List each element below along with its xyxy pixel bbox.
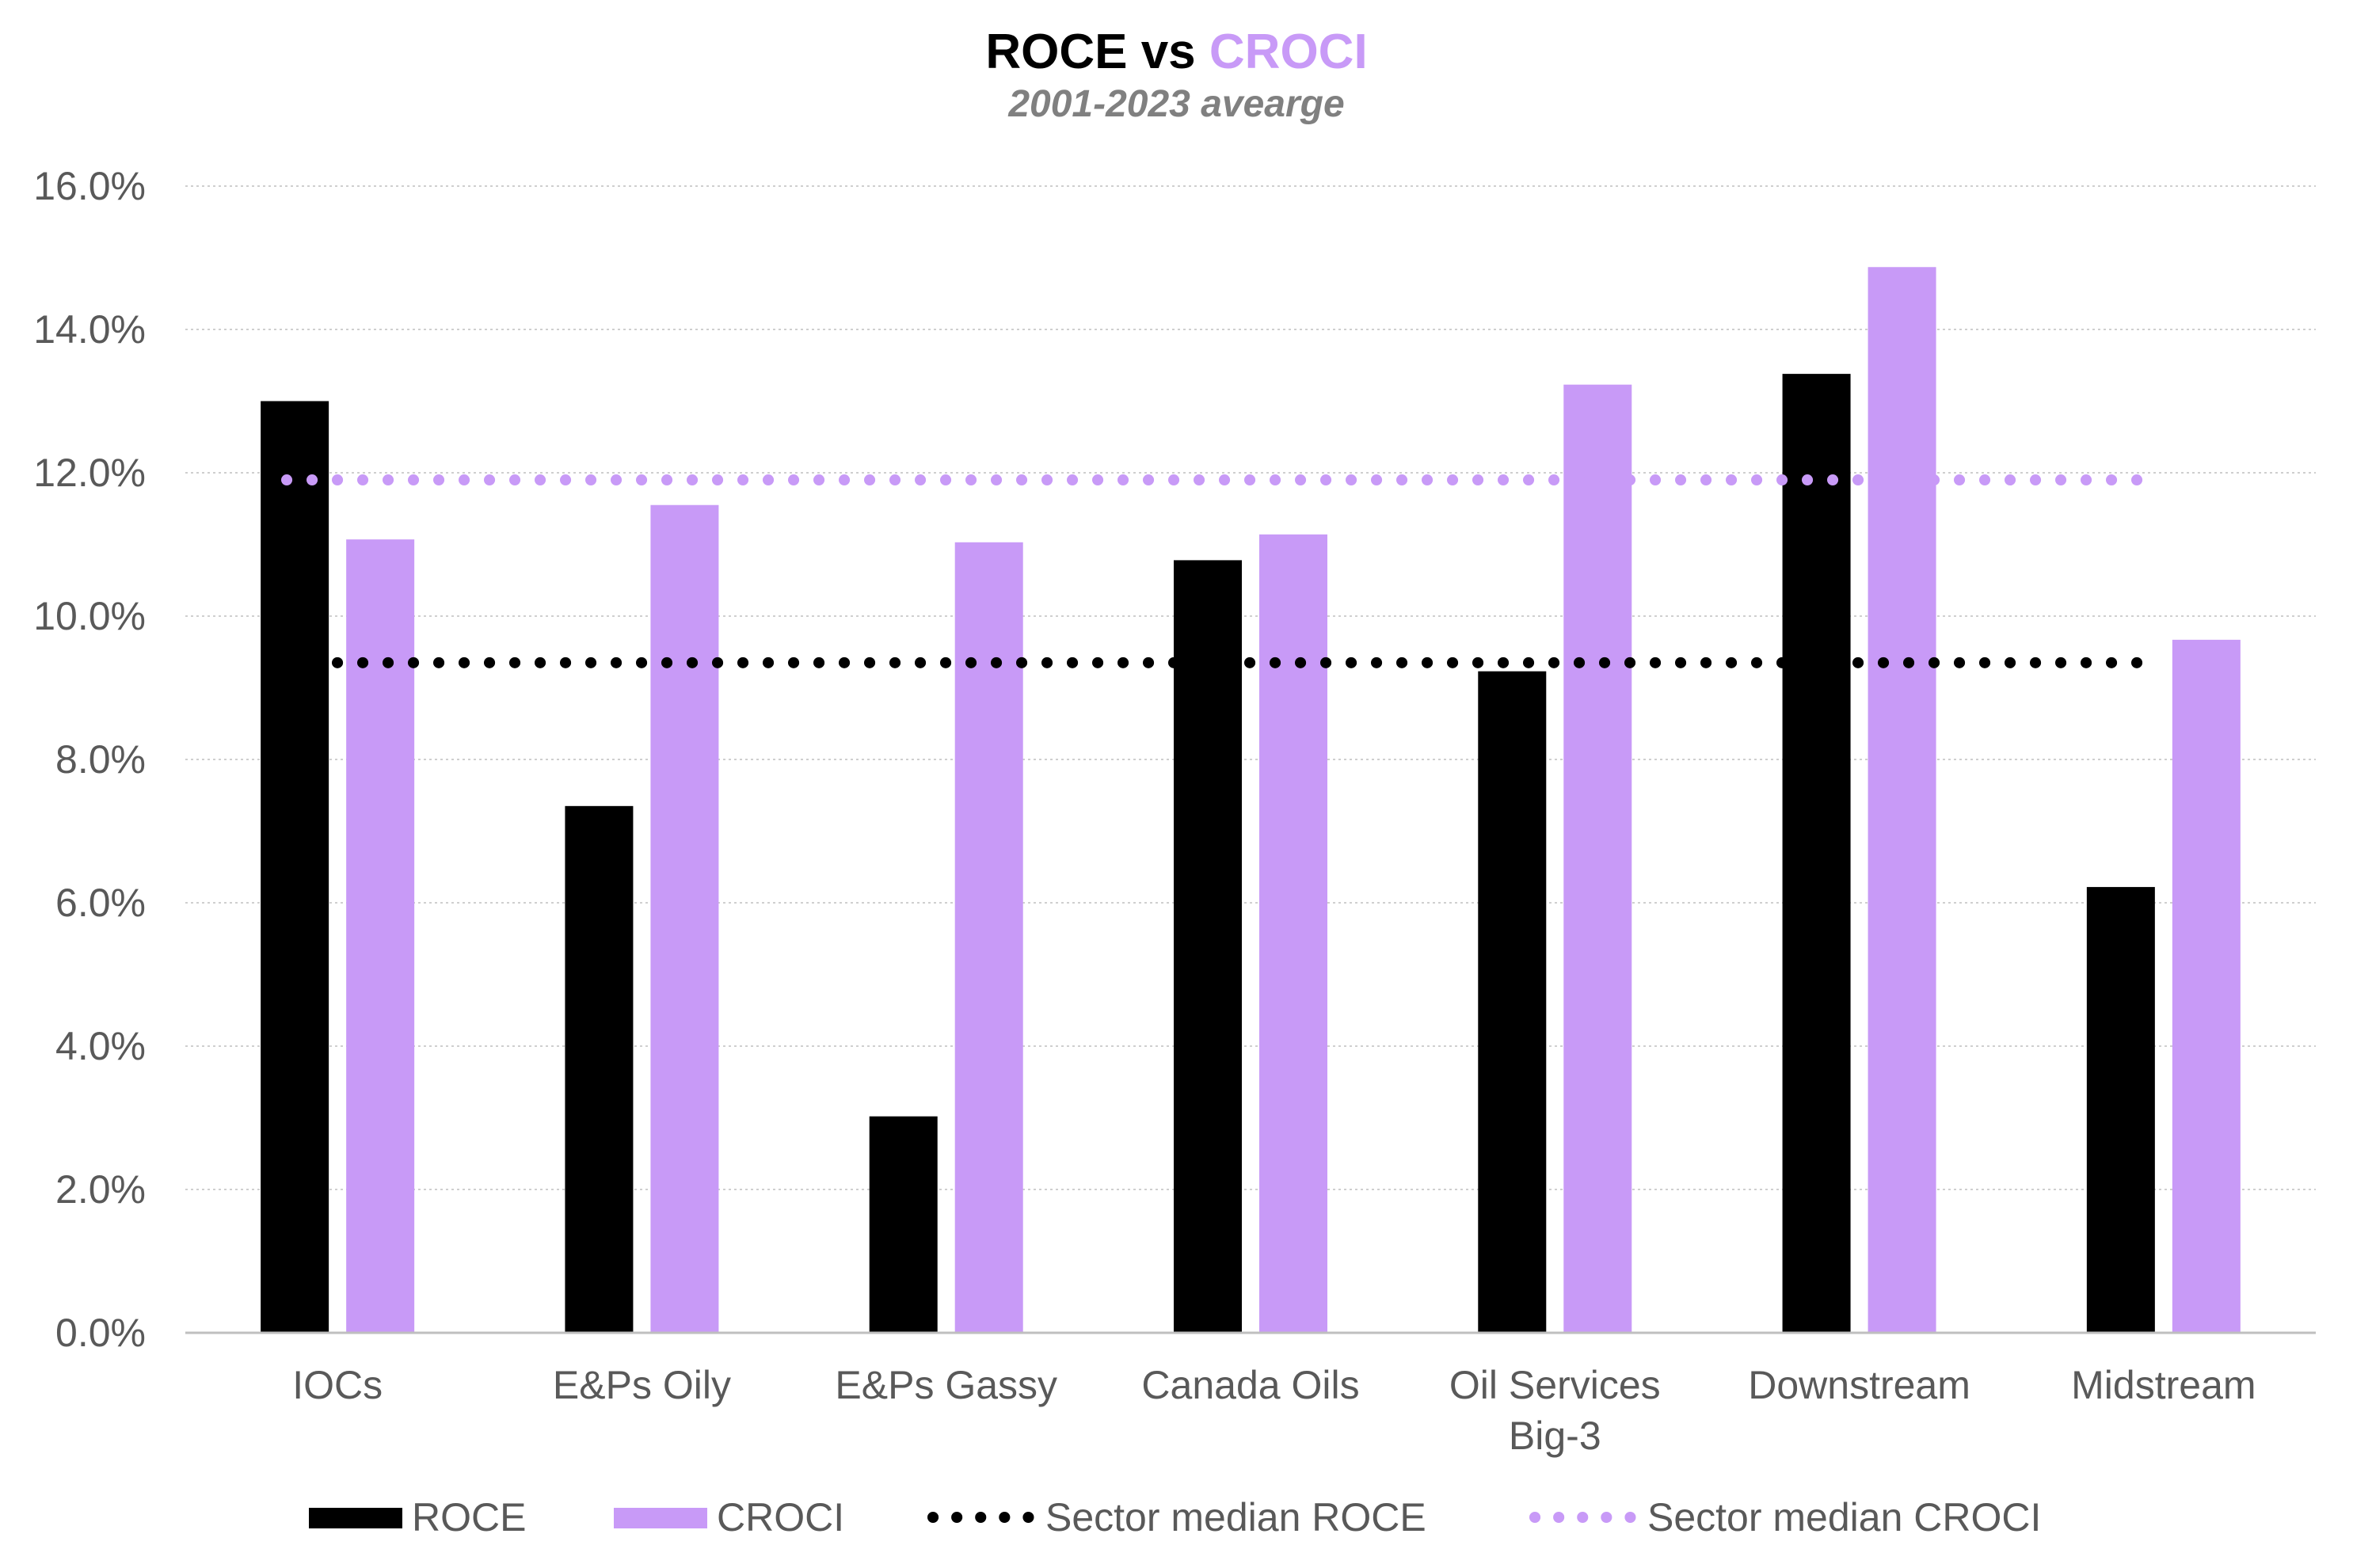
bar-croci (1868, 267, 1936, 1333)
legend-swatch-croci (614, 1508, 707, 1528)
y-tick-label: 14.0% (33, 307, 146, 352)
bar-croci (2172, 639, 2241, 1333)
x-tick-label: Big-3 (1509, 1414, 1601, 1458)
legend-swatch-roce (309, 1508, 402, 1528)
bar-croci (650, 504, 719, 1333)
y-tick-label: 16.0% (33, 164, 146, 208)
chart-title-roce: ROCE (985, 25, 1128, 79)
bars (261, 267, 2241, 1333)
legend-label: Sector median ROCE (1045, 1495, 1426, 1539)
bar-roce (1478, 671, 1547, 1333)
x-tick-label: Oil Services (1449, 1363, 1661, 1407)
bar-croci (1259, 534, 1327, 1333)
legend-label: CROCI (717, 1495, 844, 1539)
x-tick-label: E&Ps Gassy (835, 1363, 1057, 1407)
y-tick-label: 6.0% (55, 881, 146, 925)
x-tick-label: Midstream (2071, 1363, 2256, 1407)
chart-subtitle: 2001-2023 avearge (1008, 83, 1345, 126)
gridlines (185, 185, 2316, 1190)
y-tick-label: 0.0% (55, 1311, 146, 1355)
bar-roce (261, 401, 329, 1333)
reference-lines (281, 474, 2147, 668)
chart-title-vs: vs (1140, 25, 1196, 79)
bar-roce (869, 1116, 938, 1333)
x-tick-label: Downstream (1748, 1363, 1970, 1407)
chart-title-block: ROCE vs CROCI 2001-2023 avearge (0, 24, 2353, 130)
bar-roce (2086, 887, 2155, 1333)
bar-roce (565, 805, 634, 1333)
y-tick-label: 2.0% (55, 1167, 146, 1212)
x-tick-label: E&Ps Oily (553, 1363, 731, 1407)
legend: ROCE CROCI Sector median ROCE Sector median… (309, 1495, 2041, 1539)
bar-roce (1782, 374, 1851, 1333)
y-tick-label: 4.0% (55, 1024, 146, 1068)
bar-croci (346, 539, 415, 1333)
bar-croci (1563, 384, 1632, 1333)
bar-croci (954, 542, 1023, 1333)
y-tick-label: 8.0% (55, 737, 146, 782)
legend-label: ROCE (412, 1495, 526, 1539)
bar-roce (1174, 560, 1242, 1333)
y-tick-label: 10.0% (33, 594, 146, 638)
axes: 0.0% 2.0% 4.0% 6.0% 8.0% 10.0% 12.0% 14.0% 16.0%… (33, 164, 2316, 1458)
x-tick-label: Canada Oils (1141, 1363, 1359, 1407)
chart-title: ROCE vs CROCI (0, 24, 2353, 80)
chart-title-croci: CROCI (1209, 25, 1368, 79)
y-tick-label: 12.0% (33, 451, 146, 495)
x-tick-label: IOCs (292, 1363, 383, 1407)
legend-label: Sector median CROCI (1647, 1495, 2041, 1539)
